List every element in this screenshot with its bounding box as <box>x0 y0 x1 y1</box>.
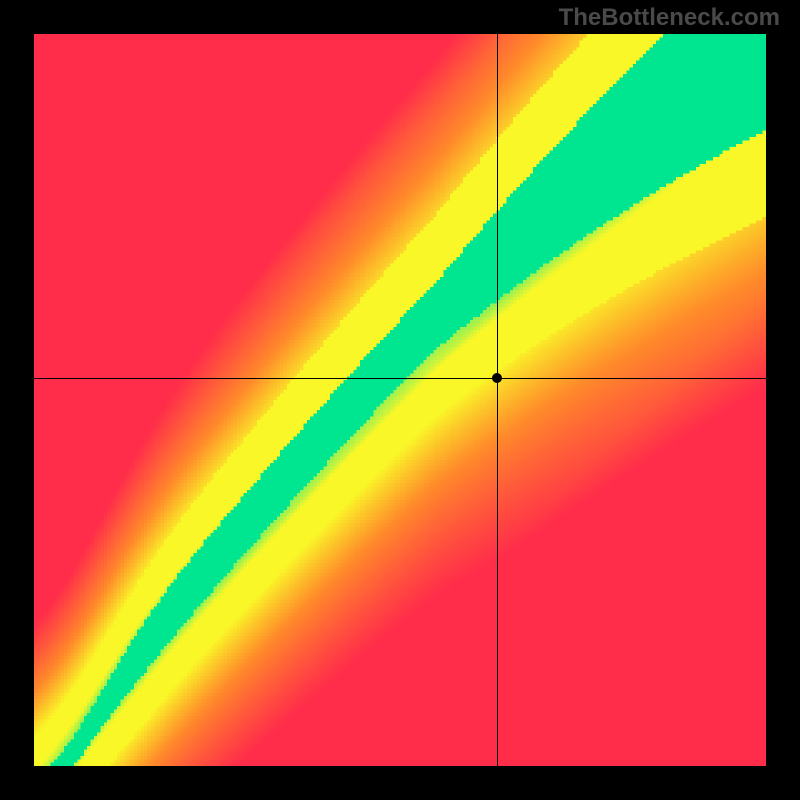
watermark: TheBottleneck.com <box>559 4 780 32</box>
plot-area <box>34 34 766 766</box>
crosshair-vertical <box>497 34 498 766</box>
heatmap-canvas <box>34 34 766 766</box>
crosshair-marker <box>492 373 502 383</box>
crosshair-horizontal <box>34 378 766 379</box>
